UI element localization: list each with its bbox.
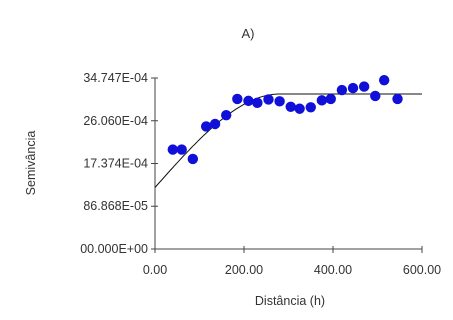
data-point bbox=[358, 81, 370, 92]
data-point bbox=[274, 96, 285, 107]
data-point bbox=[285, 101, 296, 112]
data-point bbox=[336, 84, 348, 96]
data-point bbox=[232, 93, 243, 105]
y-ticks: 00.000E+00 86.868E-05 17.374E-04 26.060E-04… bbox=[80, 71, 158, 256]
data-point bbox=[370, 90, 381, 102]
y-tick-label: 26.060E-04 bbox=[83, 114, 148, 128]
data-point bbox=[200, 121, 212, 132]
data-points bbox=[167, 74, 403, 165]
data-point bbox=[316, 95, 328, 106]
data-point bbox=[243, 95, 254, 107]
x-ticks: 0.00 200.00 400.00 600.00 bbox=[143, 246, 441, 277]
chart-title: A) bbox=[242, 26, 255, 41]
y-tick-label: 17.374E-04 bbox=[83, 156, 148, 170]
data-point bbox=[305, 102, 316, 113]
data-point bbox=[187, 153, 199, 165]
data-point bbox=[378, 74, 390, 86]
y-tick-label: 34.747E-04 bbox=[83, 71, 148, 85]
data-point bbox=[252, 97, 263, 109]
y-tick-label: 00.000E+00 bbox=[80, 242, 148, 256]
x-tick-label: 200.00 bbox=[225, 263, 263, 277]
x-tick-label: 600.00 bbox=[403, 263, 441, 277]
x-axis-label: Distância (h) bbox=[255, 294, 325, 308]
data-point bbox=[263, 94, 274, 105]
data-point bbox=[325, 93, 336, 105]
data-point bbox=[176, 144, 187, 155]
x-tick-label: 400.00 bbox=[314, 263, 352, 277]
data-point bbox=[392, 93, 403, 105]
data-point bbox=[294, 103, 305, 114]
data-point bbox=[221, 109, 232, 121]
x-tick-label: 0.00 bbox=[143, 263, 167, 277]
y-axis-label: Semivância bbox=[24, 131, 38, 196]
data-point bbox=[209, 118, 221, 130]
data-point bbox=[347, 82, 359, 94]
data-point bbox=[167, 144, 178, 155]
y-tick-label: 86.868E-05 bbox=[83, 199, 148, 213]
